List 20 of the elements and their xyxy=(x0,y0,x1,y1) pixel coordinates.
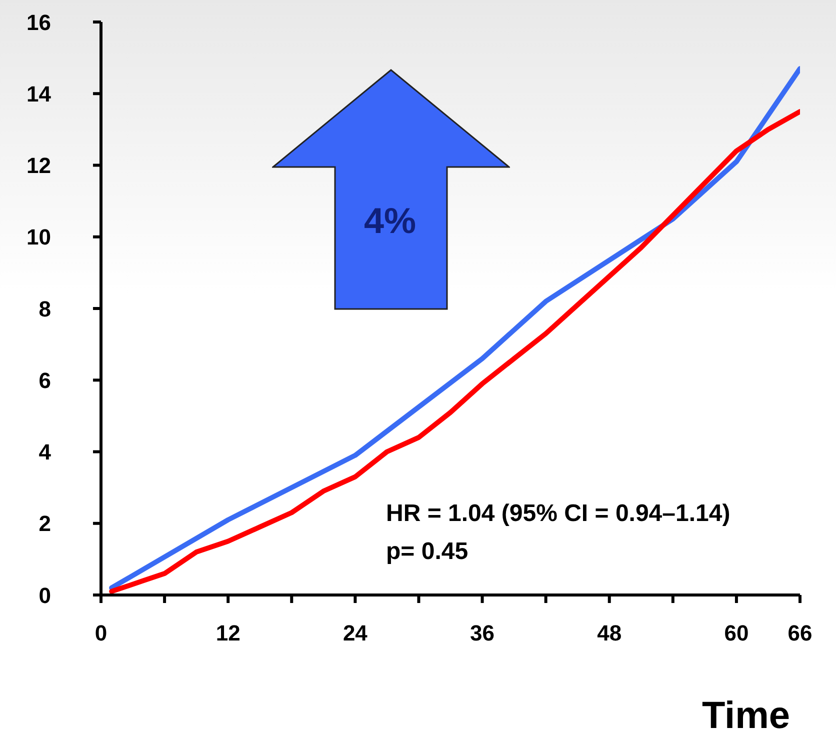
x-tick-label: 24 xyxy=(342,620,368,646)
x-tick-label: 0 xyxy=(94,620,108,646)
x-tick-label: 36 xyxy=(470,620,495,646)
y-tick-label: 10 xyxy=(26,224,51,250)
y-tick-label: 14 xyxy=(26,81,52,106)
y-tick-label: 2 xyxy=(38,511,51,536)
y-tick-label: 12 xyxy=(26,153,51,178)
annotation: p= 0.45 xyxy=(386,538,468,566)
x-tick-label: 66 xyxy=(788,620,812,646)
y-tick-label: 6 xyxy=(38,368,51,393)
x-axis-title: Time xyxy=(702,695,790,737)
y-tick-label: 8 xyxy=(38,296,51,322)
annotation: HR = 1.04 (95% CI = 0.94–1.14) xyxy=(386,500,730,528)
annotation: 4% xyxy=(362,200,418,242)
y-tick-label: 16 xyxy=(26,10,51,35)
x-tick-label: 12 xyxy=(216,620,240,646)
x-tick-label: 60 xyxy=(724,620,749,646)
y-tick-label: 0 xyxy=(38,582,51,608)
x-tick-label: 48 xyxy=(597,620,622,646)
y-tick-label: 4 xyxy=(38,440,52,465)
